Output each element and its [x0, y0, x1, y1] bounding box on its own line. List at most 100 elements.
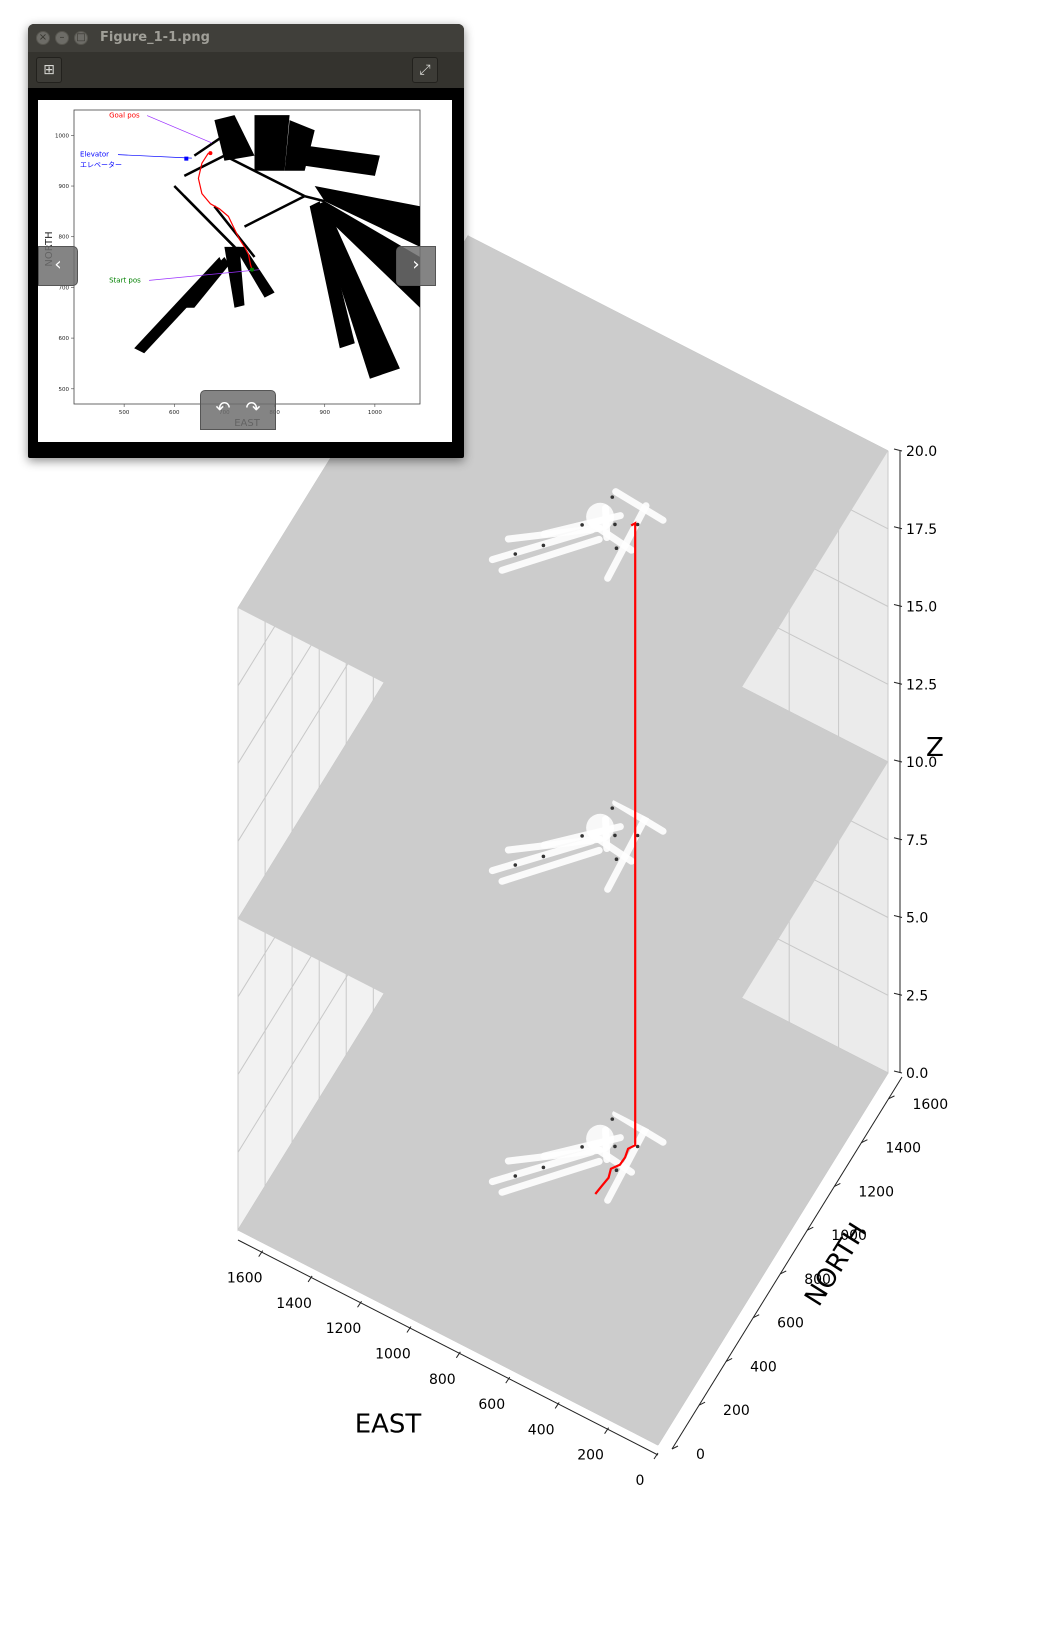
east-tick [653, 1452, 659, 1460]
north-tick-label: 600 [777, 1316, 804, 1332]
map-obstacle [613, 522, 617, 527]
north-tick-label: 1000 [831, 1228, 867, 1244]
map-obstacle-region [174, 257, 230, 308]
floor-map-2 [488, 488, 667, 582]
map-wall [213, 205, 256, 258]
minimize-icon: – [59, 32, 65, 43]
x-tick-label: 500 [119, 410, 130, 416]
east-axis-label: EAST [355, 1410, 422, 1440]
z-tick [893, 604, 903, 607]
north-tick [807, 1226, 814, 1231]
image-viewer-window: × – □ Figure_1-1.png ⊞ ⤢ 500 600 700 800 900… [28, 24, 464, 458]
map-obstacle-region [254, 115, 290, 171]
map-wall [243, 195, 306, 228]
east-tick [554, 1402, 560, 1409]
z-tick-label: 0.0 [906, 1066, 928, 1082]
y-tick-label: 500 [59, 387, 70, 393]
map-obstacle-region [314, 201, 420, 308]
rotate-right-icon[interactable]: ↷ [245, 398, 261, 419]
map-obstacle [541, 543, 546, 548]
map-obstacle [580, 834, 584, 838]
map-obstacle [613, 1144, 617, 1149]
map-obstacle [513, 552, 518, 556]
chevron-right-icon: › [412, 254, 420, 275]
map-obstacle [614, 857, 619, 862]
map-obstacle-region [234, 246, 275, 298]
minimize-button[interactable]: – [55, 31, 69, 45]
image-canvas: 50060070080090010005006007008009001000EA… [38, 100, 452, 442]
annotation-arrow [118, 154, 192, 159]
planned-path [197, 152, 253, 270]
x-tick-label: 900 [319, 410, 330, 416]
z-tick [893, 1070, 903, 1074]
map-wall [223, 154, 306, 198]
z-axis-label: Z [926, 733, 944, 763]
north-tick-label: 1400 [885, 1141, 921, 1157]
goal-marker [208, 151, 213, 156]
north-tick [834, 1182, 841, 1187]
z-tick-label: 2.5 [906, 988, 928, 1004]
z-tick-label: 5.0 [906, 911, 928, 927]
y-tick-label: 600 [59, 336, 70, 342]
map-obstacle-region [314, 201, 400, 379]
north-tick [671, 1445, 679, 1450]
north-tick [725, 1358, 733, 1362]
previous-image-button[interactable]: ‹ [38, 246, 78, 286]
start-marker [250, 267, 255, 272]
map-obstacle [610, 806, 615, 810]
map-obstacle [541, 854, 546, 859]
next-image-button[interactable]: › [396, 246, 436, 286]
map-corridor [612, 1110, 667, 1146]
maximize-button[interactable]: □ [74, 31, 88, 45]
east-tick-label: 1400 [276, 1296, 312, 1312]
east-tick-label: 800 [429, 1372, 456, 1388]
y-tick-label: 900 [59, 184, 70, 190]
z-tick [893, 759, 903, 763]
fullscreen-button[interactable]: ⤢ [412, 57, 438, 83]
north-tick [752, 1314, 760, 1319]
map-obstacle [614, 546, 619, 551]
close-icon: × [38, 32, 48, 43]
east-tick-label: 1600 [227, 1271, 263, 1287]
north-tick [888, 1095, 895, 1100]
map-corridor [604, 502, 650, 582]
map-corridor [604, 1124, 650, 1204]
north-tick-label: 200 [723, 1403, 750, 1419]
rotate-controls: ↶ ↷ [200, 390, 276, 430]
north-tick-label: 1600 [912, 1097, 948, 1113]
add-button[interactable]: ⊞ [36, 57, 62, 83]
east-tick-label: 1200 [326, 1321, 362, 1337]
z-tick-label: 17.5 [906, 522, 937, 538]
east-tick [307, 1275, 313, 1283]
east-tick [258, 1250, 264, 1257]
z-tick-label: 20.0 [906, 444, 937, 460]
y-tick-label: 800 [59, 235, 70, 241]
map-obstacle [610, 1117, 615, 1121]
map-obstacle-region [309, 201, 355, 349]
viewer-toolbar: ⊞ ⤢ [28, 52, 464, 88]
x-tick-label: 1000 [368, 410, 382, 416]
east-tick [357, 1300, 362, 1308]
chevron-left-icon: ‹ [54, 254, 62, 275]
window-titlebar[interactable]: × – □ Figure_1-1.png [28, 24, 464, 52]
east-tick-label: 600 [478, 1397, 505, 1413]
east-tick [505, 1376, 511, 1384]
z-tick [893, 681, 903, 685]
rotate-left-icon[interactable]: ↶ [215, 398, 231, 419]
z-tick-label: 12.5 [906, 677, 937, 693]
map-corridor [604, 813, 650, 893]
window-title: Figure_1-1.png [100, 30, 210, 45]
add-square-icon: ⊞ [43, 62, 55, 78]
fullscreen-icon: ⤢ [419, 62, 431, 78]
z-tick [893, 915, 903, 918]
annotation-label: Elevator [80, 151, 109, 159]
close-button[interactable]: × [36, 31, 50, 45]
map-junction [586, 813, 615, 842]
east-tick-label: 1000 [375, 1347, 411, 1363]
map-obstacle [613, 833, 617, 838]
east-tick-label: 200 [577, 1448, 604, 1464]
north-tick-label: 800 [804, 1272, 831, 1288]
z-tick [893, 448, 903, 452]
map-obstacle-region [304, 145, 380, 176]
map-junction [586, 1124, 615, 1153]
